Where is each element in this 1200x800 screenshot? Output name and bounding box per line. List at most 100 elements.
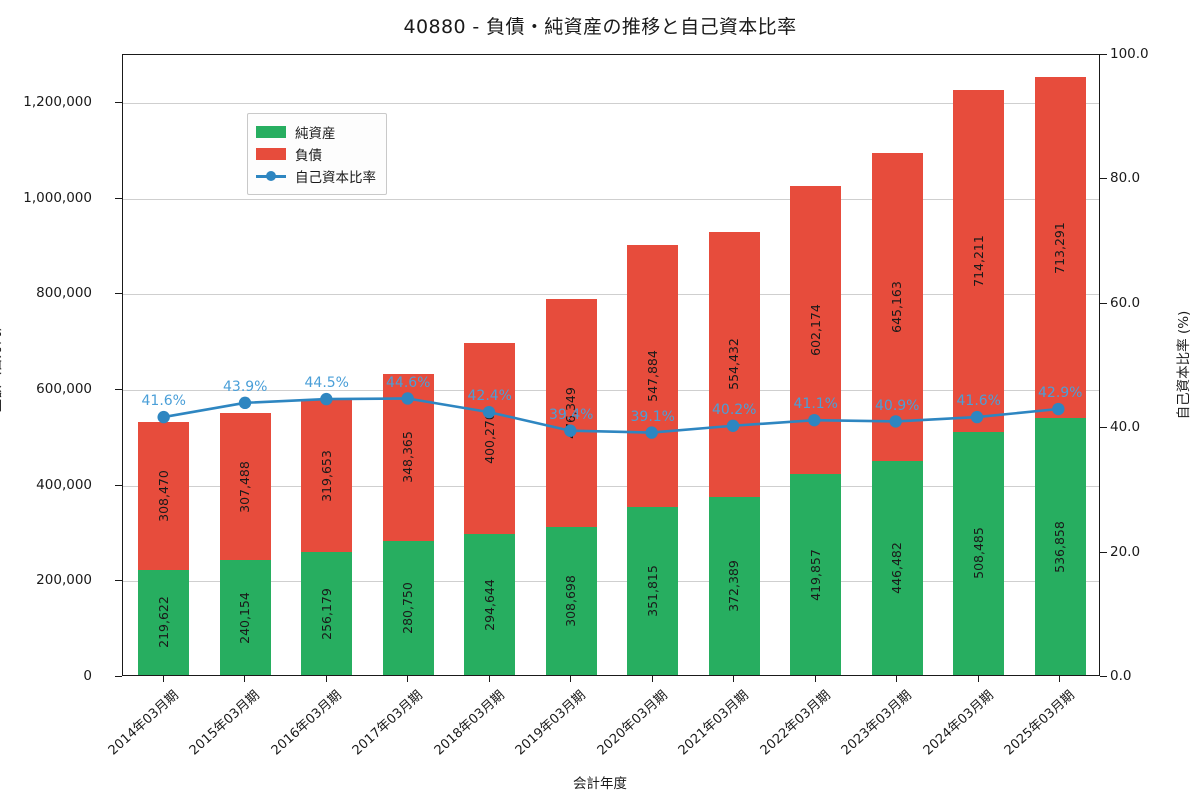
bar-group[interactable]: 508,485 714,211	[953, 90, 1004, 675]
gridline	[123, 102, 1099, 104]
equity-ratio-point[interactable]	[1052, 402, 1065, 416]
y-axis-tick-left: 1,200,000	[23, 93, 92, 110]
bar-segment-equity[interactable]: 294,644	[464, 534, 515, 675]
equity-ratio-value-label: 41.6%	[956, 393, 1001, 410]
bar-segment-equity[interactable]: 280,750	[382, 540, 434, 675]
plot-area: 219,622 308,470 240,154 307,488 256,179 319,6…	[122, 54, 1100, 676]
equity-ratio-value-label: 40.9%	[875, 397, 920, 414]
equity-ratio-point[interactable]	[401, 392, 414, 405]
bar-group[interactable]: 294,644 400,270	[464, 342, 515, 675]
bar-segment-equity[interactable]: 372,389	[708, 496, 760, 675]
x-axis-tick-label: 2016年03月期	[268, 687, 345, 759]
y-axis-tick-left: 0	[83, 668, 92, 684]
equity-ratio-point[interactable]	[889, 415, 902, 428]
bar-segment-liabilities[interactable]: 400,270	[464, 342, 515, 535]
gridline	[123, 389, 1099, 391]
x-axis-tick-label: 2018年03月期	[431, 687, 508, 759]
x-axis-tick-label: 2014年03月期	[105, 687, 182, 759]
bar-series-layer: 219,622 308,470 240,154 307,488 256,179 319,6…	[123, 55, 1099, 675]
bar-group[interactable]: 240,154 307,488	[219, 413, 271, 675]
y-axis-tick-mark-right	[1100, 551, 1107, 553]
legend-label-liabilities: 負債	[295, 148, 322, 164]
equity-ratio-point[interactable]	[645, 426, 658, 439]
x-axis-tick-mark	[733, 676, 735, 682]
legend-line-marker-equity-ratio	[256, 170, 286, 182]
bar-segment-liabilities[interactable]: 308,470	[138, 422, 189, 570]
y-axis-tick-mark-left	[115, 101, 122, 103]
legend-item-equity-ratio: 自己資本比率	[256, 165, 376, 187]
chart-title: 40880 - 負債・純資産の推移と自己資本比率	[403, 16, 797, 38]
y-axis-tick-mark-left	[115, 388, 122, 391]
bar-segment-equity[interactable]: 508,485	[953, 431, 1004, 675]
bar-segment-equity[interactable]: 256,179	[301, 552, 352, 675]
x-axis-tick-mark	[407, 676, 409, 682]
bar-segment-equity[interactable]: 536,858	[1034, 418, 1086, 675]
bar-segment-equity[interactable]: 219,622	[138, 569, 189, 675]
x-axis-tick-mark	[244, 676, 246, 682]
bar-segment-equity[interactable]: 419,857	[790, 474, 841, 675]
equity-ratio-value-label: 44.5%	[304, 375, 349, 392]
bar-group[interactable]: 219,622 308,470	[138, 422, 189, 675]
equity-ratio-point[interactable]	[482, 405, 496, 419]
gridline	[123, 198, 1099, 200]
bar-group[interactable]: 351,815 547,884	[627, 244, 678, 675]
y-axis-tick-right: 100.0	[1110, 46, 1149, 62]
equity-ratio-point[interactable]	[238, 396, 252, 409]
x-axis-tick-mark	[1059, 676, 1061, 682]
bar-segment-liabilities[interactable]: 714,211	[953, 90, 1004, 432]
bar-group[interactable]: 446,482 645,163	[871, 152, 923, 675]
y-axis-tick-mark-right	[1100, 54, 1107, 56]
x-axis-tick-mark	[162, 676, 164, 682]
gridline	[123, 581, 1099, 583]
equity-ratio-point[interactable]	[157, 410, 170, 424]
equity-ratio-value-label: 41.1%	[793, 396, 838, 413]
x-axis-tick-label: 2021年03月期	[676, 687, 752, 759]
x-axis-tick-label: 2025年03月期	[1002, 687, 1078, 759]
equity-ratio-value-label: 39.4%	[549, 406, 594, 423]
legend-item-liabilities: 負債	[256, 143, 376, 165]
bar-group[interactable]: 308,698 476,349	[545, 299, 597, 675]
y-axis-tick-right: 40.0	[1110, 419, 1141, 436]
x-axis-tick-label: 2017年03月期	[350, 687, 426, 759]
line-point-labels: 41.6% 43.9% 44.5% 44.6% 42.4% 39.4% 39.1% 40.2%…	[123, 55, 1099, 675]
bar-segment-liabilities[interactable]: 319,653	[301, 399, 352, 553]
legend-label-equity-ratio: 自己資本比率	[295, 170, 376, 186]
equity-ratio-value-label: 42.4%	[467, 388, 512, 405]
y-axis-tick-left: 400,000	[36, 476, 92, 493]
equity-ratio-point[interactable]	[320, 392, 333, 406]
legend-swatch-liabilities	[256, 148, 286, 160]
y-axis-tick-right: 80.0	[1110, 170, 1141, 187]
y-axis-label-left: 金額（百万円）	[0, 317, 4, 413]
bar-segment-liabilities[interactable]: 645,163	[871, 152, 923, 462]
bar-segment-liabilities[interactable]: 307,488	[219, 413, 271, 561]
equity-ratio-value-label: 40.2%	[712, 401, 757, 418]
y-axis-tick-mark-right	[1100, 676, 1107, 678]
bar-segment-equity[interactable]: 308,698	[545, 527, 597, 675]
equity-ratio-line	[163, 397, 1059, 434]
bar-group[interactable]: 256,179 319,653	[301, 399, 352, 675]
y-axis-tick-mark-left	[115, 676, 122, 678]
bar-group[interactable]: 536,858 713,291	[1034, 76, 1086, 675]
x-axis-tick-label: 2024年03月期	[920, 687, 997, 759]
equity-ratio-point[interactable]	[564, 424, 577, 437]
bar-segment-liabilities[interactable]: 547,884	[627, 244, 678, 507]
y-axis-tick-mark-left	[115, 197, 122, 199]
bar-segment-equity[interactable]: 446,482	[871, 461, 923, 675]
equity-ratio-point[interactable]	[970, 410, 984, 424]
chart-legend: 純資産 負債 自己資本比率	[247, 113, 387, 195]
legend-item-equity: 純資産	[256, 121, 376, 143]
legend-label-equity: 純資産	[295, 126, 336, 142]
bar-segment-liabilities[interactable]: 554,432	[708, 231, 760, 497]
y-axis-tick-right: 20.0	[1110, 543, 1141, 560]
bar-group[interactable]: 372,389 554,432	[708, 231, 760, 675]
bar-segment-liabilities[interactable]: 713,291	[1034, 76, 1086, 419]
equity-ratio-point[interactable]	[808, 414, 821, 427]
y-axis-tick-mark-right	[1100, 427, 1107, 429]
bar-segment-equity[interactable]: 351,815	[627, 506, 678, 675]
equity-ratio-point[interactable]	[726, 419, 740, 432]
bar-segment-equity[interactable]: 240,154	[219, 560, 271, 675]
x-axis-tick-mark	[651, 676, 653, 682]
y-axis-tick-right: 60.0	[1110, 294, 1141, 311]
bar-segment-liabilities[interactable]: 476,349	[545, 299, 597, 528]
